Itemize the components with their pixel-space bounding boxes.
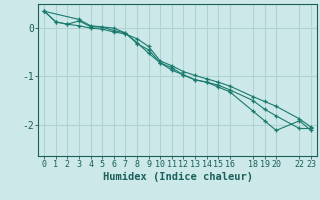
X-axis label: Humidex (Indice chaleur): Humidex (Indice chaleur)	[103, 172, 252, 182]
